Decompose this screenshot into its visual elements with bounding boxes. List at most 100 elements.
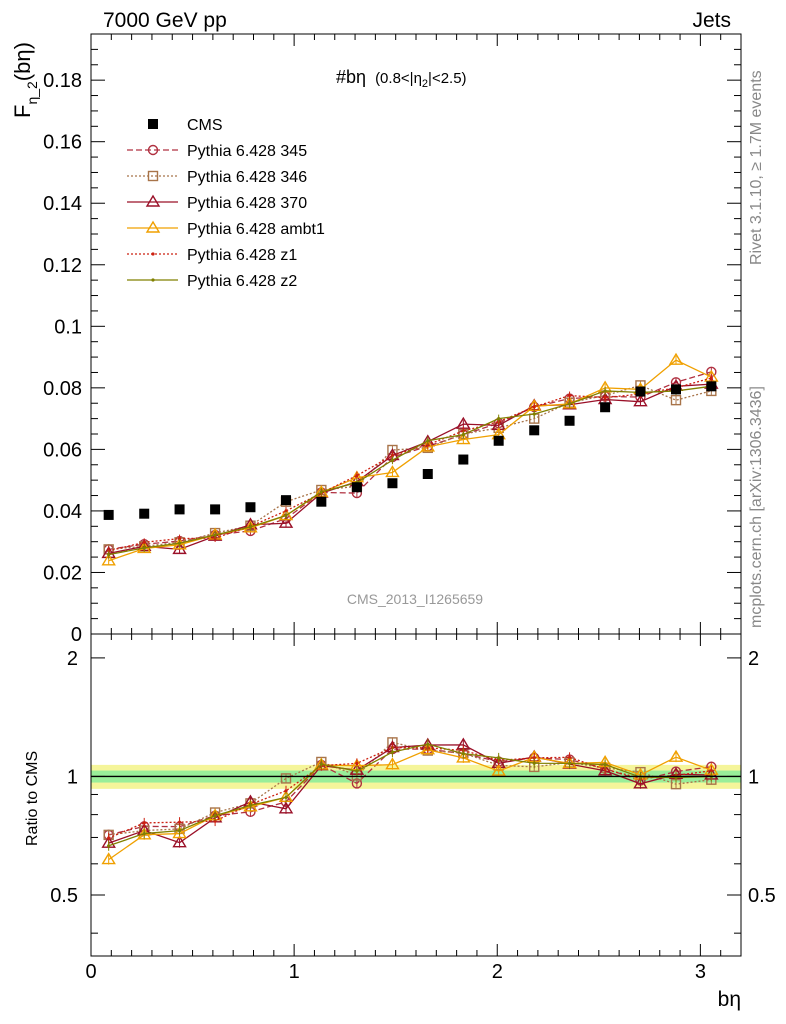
- series-point-5: [248, 525, 253, 529]
- y-axis-label: Fη_2(bη): [10, 42, 40, 118]
- series-point-4: [355, 473, 359, 478]
- header-energy-label: 7000 GeV pp: [103, 9, 227, 32]
- ratio-point-2: [172, 835, 187, 848]
- data-point: [529, 425, 540, 436]
- ratio-point-5: [390, 750, 395, 754]
- legend-label: Pythia 6.428 345: [187, 143, 307, 160]
- legend-label: Pythia 6.428 ambt1: [187, 221, 325, 238]
- series-point-5: [497, 417, 501, 421]
- series-point-5: [319, 490, 323, 494]
- ratio-point-3: [456, 750, 471, 763]
- y-tick-label: 0.04: [43, 501, 82, 523]
- series-line-1: [108, 384, 712, 551]
- series-point-4: [532, 405, 536, 409]
- series-point-3: [101, 553, 116, 566]
- ratio-point-5: [284, 795, 288, 799]
- ratio-point-4: [142, 821, 146, 825]
- x-tick-label: 0: [85, 961, 96, 983]
- data-point: [422, 469, 433, 479]
- data-point: [635, 386, 646, 397]
- data-point: [671, 384, 681, 395]
- ratio-line-2: [108, 744, 712, 844]
- ratio-point-5: [248, 803, 253, 807]
- ratio-tick-label-right: 1: [748, 766, 759, 788]
- legend-label: Pythia 6.428 370: [187, 195, 307, 212]
- ratio-point-5: [532, 761, 536, 765]
- x-tick-label: 2: [492, 961, 503, 983]
- legend-marker: [148, 119, 158, 129]
- legend: CMS Pythia 6.428 345 Pythia 6.428 346 Pythi…: [127, 117, 325, 290]
- rivet-version-label: Rivet 3.1.10, ≥ 1.7M events: [748, 70, 765, 265]
- ratio-point-5: [213, 814, 217, 818]
- series-point-4: [284, 509, 288, 513]
- y-tick-label: 0.18: [43, 70, 82, 92]
- plot-title-sub: (0.8<|η: [375, 70, 422, 87]
- y-tick-label: 0: [71, 624, 82, 646]
- ratio-point-5: [497, 756, 501, 760]
- mcplots-reference-label: mcplots.cern.ch [arXiv:1306.3436]: [748, 386, 765, 628]
- series-point-3: [456, 432, 471, 445]
- axes: 0 1 2 3 0 0.02 0.04 0.06 0.08 0.1 0.12 0.14 0.16 0.18…: [43, 33, 776, 983]
- data-point: [245, 502, 256, 513]
- legend-marker: [151, 252, 155, 256]
- ratio-point-1: [280, 773, 292, 784]
- ratio-point-5: [461, 752, 465, 756]
- y-tick-label: 0.12: [43, 255, 82, 277]
- ratio-tick-label-right: 2: [748, 648, 759, 670]
- x-axis-label: bη: [718, 988, 741, 1011]
- ratio-point-2: [597, 763, 613, 776]
- ratio-point-3: [101, 852, 116, 865]
- legend-marker: [147, 170, 159, 182]
- ratio-point-5: [355, 769, 359, 773]
- data-point: [458, 454, 469, 465]
- series-point-5: [567, 402, 572, 406]
- data-point: [210, 504, 221, 515]
- series-point-5: [177, 541, 182, 545]
- ratio-line-5: [108, 743, 712, 847]
- series-point-5: [461, 433, 465, 437]
- ratio-point-5: [107, 844, 111, 848]
- series-point-3: [385, 465, 400, 478]
- plot-title-sub-index: 2: [422, 78, 428, 90]
- legend-label: CMS: [187, 117, 223, 134]
- series-point-4: [390, 453, 395, 458]
- analysis-id-label: CMS_2013_I1265659: [347, 591, 483, 607]
- ratio-point-3: [491, 763, 506, 776]
- ratio-point-5: [567, 761, 572, 765]
- ratio-y-axis-label: Ratio to CMS: [24, 751, 41, 846]
- legend-label: Pythia 6.428 z2: [187, 273, 297, 290]
- series-point-4: [142, 540, 146, 544]
- ratio-point-5: [177, 829, 182, 833]
- ratio-point-4: [213, 819, 217, 823]
- plot-title: #bη (0.8<|η2|<2.5): [336, 67, 467, 90]
- ratio-plot-marks: [91, 737, 741, 865]
- data-point: [139, 508, 150, 519]
- ratio-plot-frame: [90, 633, 742, 957]
- y-tick-label: 0.08: [43, 378, 82, 400]
- x-tick-label: 3: [695, 961, 706, 983]
- ratio-point-4: [355, 761, 359, 765]
- main-plot-marks: [101, 352, 719, 566]
- series-point-5: [532, 412, 536, 416]
- series-line-2: [108, 383, 712, 555]
- series-point-5: [390, 458, 395, 462]
- series-line-4: [108, 377, 712, 552]
- ratio-point-3: [385, 757, 400, 770]
- ratio-point-4: [107, 836, 111, 840]
- series-point-5: [603, 389, 607, 393]
- ratio-point-2: [633, 776, 648, 789]
- ratio-point-4: [532, 756, 536, 760]
- series-point-4: [603, 396, 607, 400]
- series-point-4: [567, 393, 572, 398]
- ratio-point-4: [567, 755, 572, 759]
- ratio-tick-label-left: 2: [67, 648, 78, 670]
- ratio-point-4: [709, 769, 713, 773]
- series-point-5: [284, 513, 288, 518]
- y-axis-label-main: F: [10, 105, 35, 118]
- ratio-point-4: [284, 789, 288, 793]
- series-point-4: [709, 376, 713, 380]
- legend-marker: [147, 144, 159, 156]
- ratio-point-3: [668, 749, 684, 762]
- series-point-5: [142, 546, 146, 550]
